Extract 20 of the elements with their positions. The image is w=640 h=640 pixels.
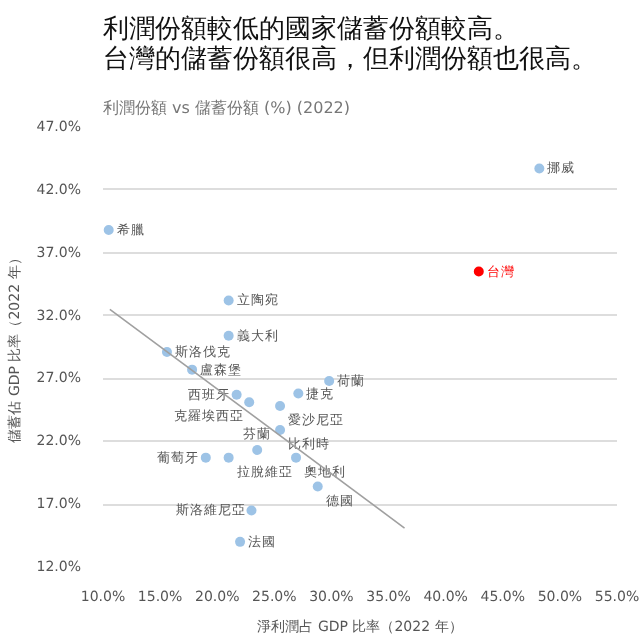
point: [473, 266, 484, 277]
point: [534, 163, 545, 174]
point: [223, 330, 234, 341]
point: [223, 295, 234, 306]
point: [244, 397, 255, 408]
point: [291, 452, 302, 463]
point: [324, 375, 335, 386]
point: [293, 388, 304, 399]
chart-subtitle: 利潤份額 vs 儲蓄份額 (%) (2022): [103, 99, 351, 117]
point: [103, 225, 114, 236]
point: [231, 389, 242, 400]
point: [275, 424, 286, 435]
point: [223, 452, 234, 463]
point: [246, 505, 257, 516]
point: [235, 536, 246, 547]
point: [200, 452, 211, 463]
point: [252, 445, 263, 456]
chart-title: 利潤份額較低的國家儲蓄份額較高。台灣的儲蓄份額很高，但利潤份額也很高。: [103, 13, 597, 75]
point: [275, 401, 286, 412]
point: [312, 481, 323, 492]
